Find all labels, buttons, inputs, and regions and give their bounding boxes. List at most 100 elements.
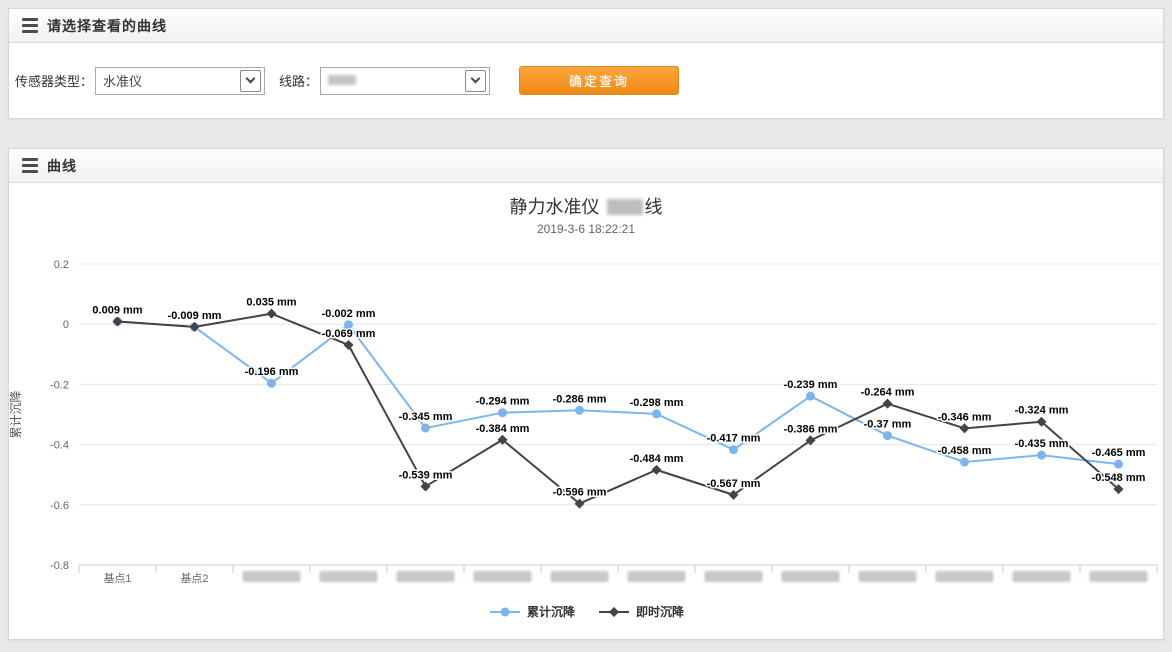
legend-item-instant-settlement[interactable]: 即时沉降 bbox=[597, 603, 684, 620]
marker-cumulative-settlement bbox=[1114, 459, 1123, 469]
marker-cumulative-settlement bbox=[575, 405, 584, 415]
settlement-chart: 0.2 0 -0.2 -0.4 -0.6 -0.8 累计沉降 基点1 基点2 0.009 mm -0… bbox=[9, 249, 1163, 599]
data-label-instant-settlement: -0.324 mm bbox=[1015, 405, 1069, 417]
data-label-instant-settlement: -0.264 mm bbox=[861, 387, 915, 399]
chart-legend: 累计沉降 即时沉降 bbox=[9, 603, 1163, 620]
legend-marker-diamond-icon bbox=[599, 606, 629, 617]
data-label-instant-settlement: -0.539 mm bbox=[399, 469, 453, 481]
data-label-cumulative-settlement: -0.458 mm bbox=[938, 445, 992, 457]
x-category-label-redacted bbox=[781, 571, 840, 582]
list-icon bbox=[22, 158, 38, 173]
marker-instant-settlement bbox=[574, 498, 585, 509]
data-label-instant-settlement: -0.384 mm bbox=[476, 423, 530, 435]
data-label-instant-settlement: -0.346 mm bbox=[938, 411, 992, 423]
filter-panel: 请选择查看的曲线 传感器类型： 水准仪 线路： 确定查询 bbox=[8, 8, 1164, 119]
marker-instant-settlement bbox=[189, 321, 200, 332]
marker-instant-settlement bbox=[805, 435, 816, 446]
legend-label: 即时沉降 bbox=[636, 605, 685, 619]
x-category-label-redacted bbox=[1012, 571, 1071, 582]
chevron-down-icon bbox=[240, 69, 262, 92]
x-category-label-redacted bbox=[1089, 571, 1148, 582]
marker-cumulative-settlement bbox=[883, 431, 892, 441]
marker-cumulative-settlement bbox=[806, 391, 815, 401]
marker-instant-settlement bbox=[882, 398, 893, 409]
marker-cumulative-settlement bbox=[498, 408, 507, 418]
data-label-instant-settlement: -0.548 mm bbox=[1092, 472, 1146, 484]
chart-body: 静力水准仪 线 2019-3-6 18:22:21 0.2 0 -0.2 -0.4 -0… bbox=[9, 183, 1163, 620]
chart-title-suffix: 线 bbox=[644, 197, 663, 217]
data-label-instant-settlement: -0.596 mm bbox=[553, 487, 607, 499]
redacted-text bbox=[606, 199, 643, 215]
marker-instant-settlement bbox=[497, 434, 508, 445]
y-tick-label: -0.8 bbox=[50, 560, 69, 572]
marker-cumulative-settlement bbox=[652, 409, 661, 419]
data-label-cumulative-settlement: -0.294 mm bbox=[476, 396, 530, 408]
marker-cumulative-settlement bbox=[1037, 450, 1046, 460]
y-axis-title: 累计沉降 bbox=[9, 390, 23, 438]
y-tick-label: -0.2 bbox=[50, 379, 69, 391]
x-category-label-redacted bbox=[704, 571, 763, 582]
filter-panel-header: 请选择查看的曲线 bbox=[9, 9, 1163, 43]
series-line-cumulative-settlement bbox=[117, 320, 1119, 466]
marker-instant-settlement bbox=[651, 464, 662, 475]
data-label-instant-settlement: -0.567 mm bbox=[707, 478, 761, 490]
x-category-label-redacted bbox=[242, 571, 301, 582]
chevron-down-icon bbox=[465, 69, 487, 92]
marker-cumulative-settlement bbox=[267, 378, 276, 388]
data-label-cumulative-settlement: -0.345 mm bbox=[399, 411, 453, 423]
chart-panel: 曲线 静力水准仪 线 2019-3-6 18:22:21 0.2 0 -0.2 -0.… bbox=[8, 148, 1164, 640]
marker-instant-settlement bbox=[343, 339, 354, 350]
data-label-cumulative-settlement: 0.009 mm bbox=[92, 304, 142, 316]
legend-label: 累计沉降 bbox=[526, 605, 575, 619]
data-label-cumulative-settlement: -0.298 mm bbox=[630, 397, 684, 409]
x-category-label: 基点1 bbox=[103, 572, 131, 585]
line-value-redacted bbox=[328, 73, 465, 88]
filter-form: 传感器类型： 水准仪 线路： 确定查询 bbox=[9, 43, 1163, 95]
data-label-cumulative-settlement: -0.239 mm bbox=[784, 379, 838, 391]
data-label-cumulative-settlement: -0.002 mm bbox=[322, 308, 376, 320]
marker-instant-settlement bbox=[112, 316, 123, 327]
data-label-cumulative-settlement: -0.196 mm bbox=[245, 366, 299, 378]
marker-instant-settlement bbox=[420, 481, 431, 492]
chart-panel-header: 曲线 bbox=[9, 149, 1163, 183]
legend-item-cumulative-settlement[interactable]: 累计沉降 bbox=[488, 603, 575, 620]
data-label-instant-settlement: -0.069 mm bbox=[322, 328, 376, 340]
chart-subtitle: 2019-3-6 18:22:21 bbox=[536, 222, 636, 236]
x-category-label-redacted bbox=[319, 571, 378, 582]
line-label: 线路： bbox=[279, 74, 319, 89]
chart-title: 静力水准仪 线 bbox=[9, 195, 1163, 219]
sensor-type-value: 水准仪 bbox=[103, 74, 143, 89]
list-icon bbox=[22, 18, 38, 33]
x-category-label-redacted bbox=[935, 571, 994, 582]
line-select[interactable] bbox=[320, 66, 491, 95]
marker-instant-settlement bbox=[1036, 416, 1047, 427]
marker-instant-settlement bbox=[959, 423, 970, 434]
x-category-label-redacted bbox=[627, 571, 686, 582]
data-label-cumulative-settlement: -0.37 mm bbox=[864, 419, 912, 431]
chart-title-prefix: 静力水准仪 bbox=[509, 197, 605, 217]
x-category-label-redacted bbox=[473, 571, 532, 582]
sensor-type-select[interactable]: 水准仪 bbox=[95, 66, 266, 95]
data-label-cumulative-settlement: -0.286 mm bbox=[553, 393, 607, 405]
marker-cumulative-settlement bbox=[960, 457, 969, 467]
marker-cumulative-settlement bbox=[421, 423, 430, 433]
data-label-cumulative-settlement: -0.435 mm bbox=[1015, 438, 1069, 450]
y-tick-label: 0.2 bbox=[54, 259, 69, 271]
x-category-label-redacted bbox=[858, 571, 917, 582]
sensor-type-label: 传感器类型： bbox=[15, 74, 94, 89]
x-category-label-redacted bbox=[550, 571, 609, 582]
chart-panel-title: 曲线 bbox=[47, 157, 77, 174]
data-label-cumulative-settlement: -0.417 mm bbox=[707, 433, 761, 445]
data-label-cumulative-settlement: -0.009 mm bbox=[168, 310, 222, 322]
filter-panel-title: 请选择查看的曲线 bbox=[47, 17, 167, 34]
series-line-instant-settlement bbox=[117, 312, 1120, 505]
x-category-label: 基点2 bbox=[180, 572, 208, 585]
x-category-label-redacted bbox=[396, 571, 455, 582]
y-tick-label: -0.4 bbox=[50, 440, 69, 452]
marker-cumulative-settlement bbox=[729, 445, 738, 455]
data-label-instant-settlement: -0.386 mm bbox=[784, 423, 838, 435]
legend-marker-circle-icon bbox=[489, 607, 520, 616]
query-button[interactable]: 确定查询 bbox=[519, 66, 680, 95]
y-tick-label: -0.6 bbox=[50, 500, 69, 512]
